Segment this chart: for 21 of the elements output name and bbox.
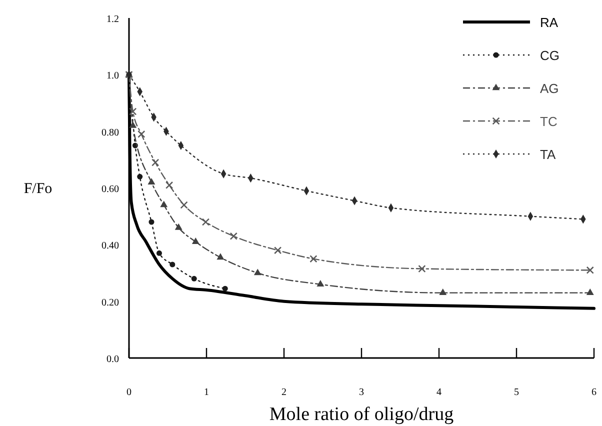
x-tick-label: 3 (359, 387, 364, 398)
x-tick-label: 6 (592, 387, 596, 398)
x-tick-label: 1 (204, 387, 209, 398)
x-tick-label: 5 (514, 387, 519, 398)
y-tick-label: 0.20 (102, 297, 119, 308)
text: RA (540, 15, 558, 30)
y-tick-label: 0.0 (106, 354, 119, 365)
x-tick-label: 0 (126, 387, 132, 398)
text: AG (540, 81, 559, 96)
y-axis-title: F/Fo (24, 181, 52, 197)
y-tick-label: 0.60 (102, 184, 119, 195)
x-tick-label: 2 (282, 387, 286, 398)
y-tick-label: 1.0 (106, 70, 119, 82)
text: CG (540, 48, 560, 63)
text: TA (540, 147, 556, 162)
x-axis-title: Mole ratio of oligo/drug (269, 404, 454, 425)
text: TC (540, 114, 558, 129)
x-tick-label: 4 (436, 387, 442, 398)
y-tick-label: 0.80 (102, 127, 119, 138)
y-tick-label: 0.40 (102, 240, 119, 252)
y-tick-label: 1.2 (106, 14, 119, 25)
